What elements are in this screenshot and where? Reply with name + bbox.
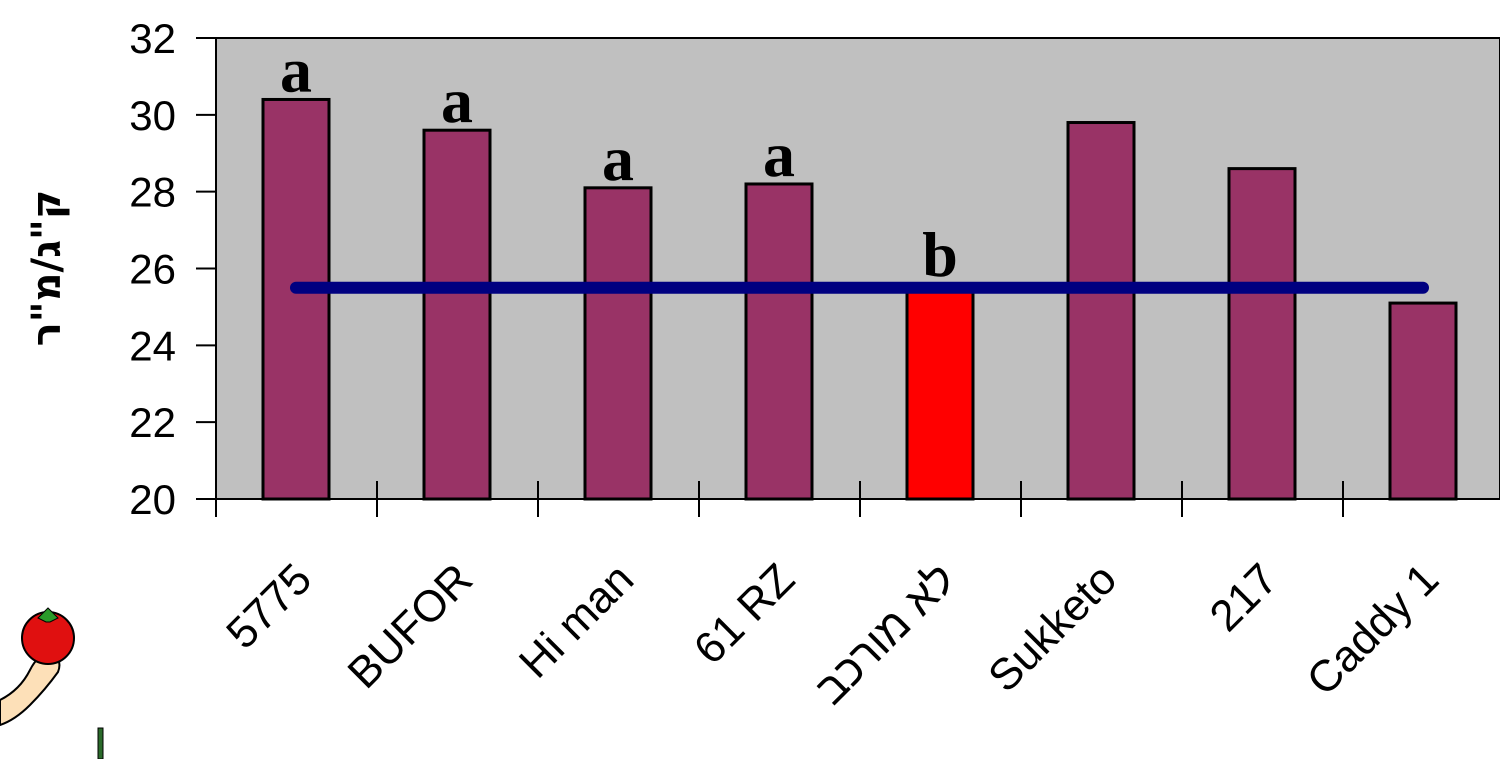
significance-label: a — [763, 119, 795, 190]
x-tick-labels: 5775 BUFOR Hi man 61 RZ לא מורכב Sukketo 217 Ca… — [217, 554, 1448, 713]
y-tick-label: 24 — [129, 322, 176, 369]
y-tick-label: 30 — [129, 92, 176, 139]
bar-bufor — [422, 128, 492, 501]
tomato-hand-clipart — [0, 607, 104, 759]
y-tick-label: 32 — [129, 15, 176, 62]
bar-caddy-1 — [1388, 301, 1458, 501]
x-tick-label: BUFOR — [339, 554, 483, 698]
x-tick-label: 5775 — [217, 554, 321, 658]
bar-hi-man — [583, 186, 653, 501]
x-tick-label: 217 — [1201, 554, 1288, 641]
y-axis-title: ק"ג/מ"ר — [24, 190, 70, 347]
x-tick-label: Caddy 1 — [1298, 554, 1449, 705]
bar-61-rz — [744, 182, 814, 501]
plot-background — [215, 37, 1500, 500]
bars — [261, 97, 1458, 501]
x-tick-label: לא מורכב — [806, 554, 965, 713]
bar-217 — [1227, 167, 1297, 501]
y-tick-label: 20 — [129, 476, 176, 523]
significance-label: b — [922, 219, 958, 290]
x-tick-label: Hi man — [510, 554, 643, 687]
y-tick-label: 22 — [129, 399, 176, 446]
y-tick-label: 28 — [129, 169, 176, 216]
significance-label: a — [602, 123, 634, 194]
hand-shape — [0, 653, 61, 727]
bar-5775 — [261, 97, 331, 501]
y-axis: 20 22 24 26 28 30 32 — [129, 15, 217, 523]
bar-sukketo — [1066, 121, 1136, 501]
stem-shape — [97, 727, 104, 759]
x-tick-label: 61 RZ — [685, 554, 804, 673]
leaf-icon — [37, 607, 59, 623]
x-tick-label: Sukketo — [979, 554, 1126, 701]
significance-label: a — [441, 65, 473, 136]
significance-label: a — [280, 34, 312, 105]
significance-labels: a a a a b — [280, 34, 958, 289]
bar-לא-מורכב — [905, 282, 975, 501]
y-tick-label: 26 — [129, 246, 176, 293]
